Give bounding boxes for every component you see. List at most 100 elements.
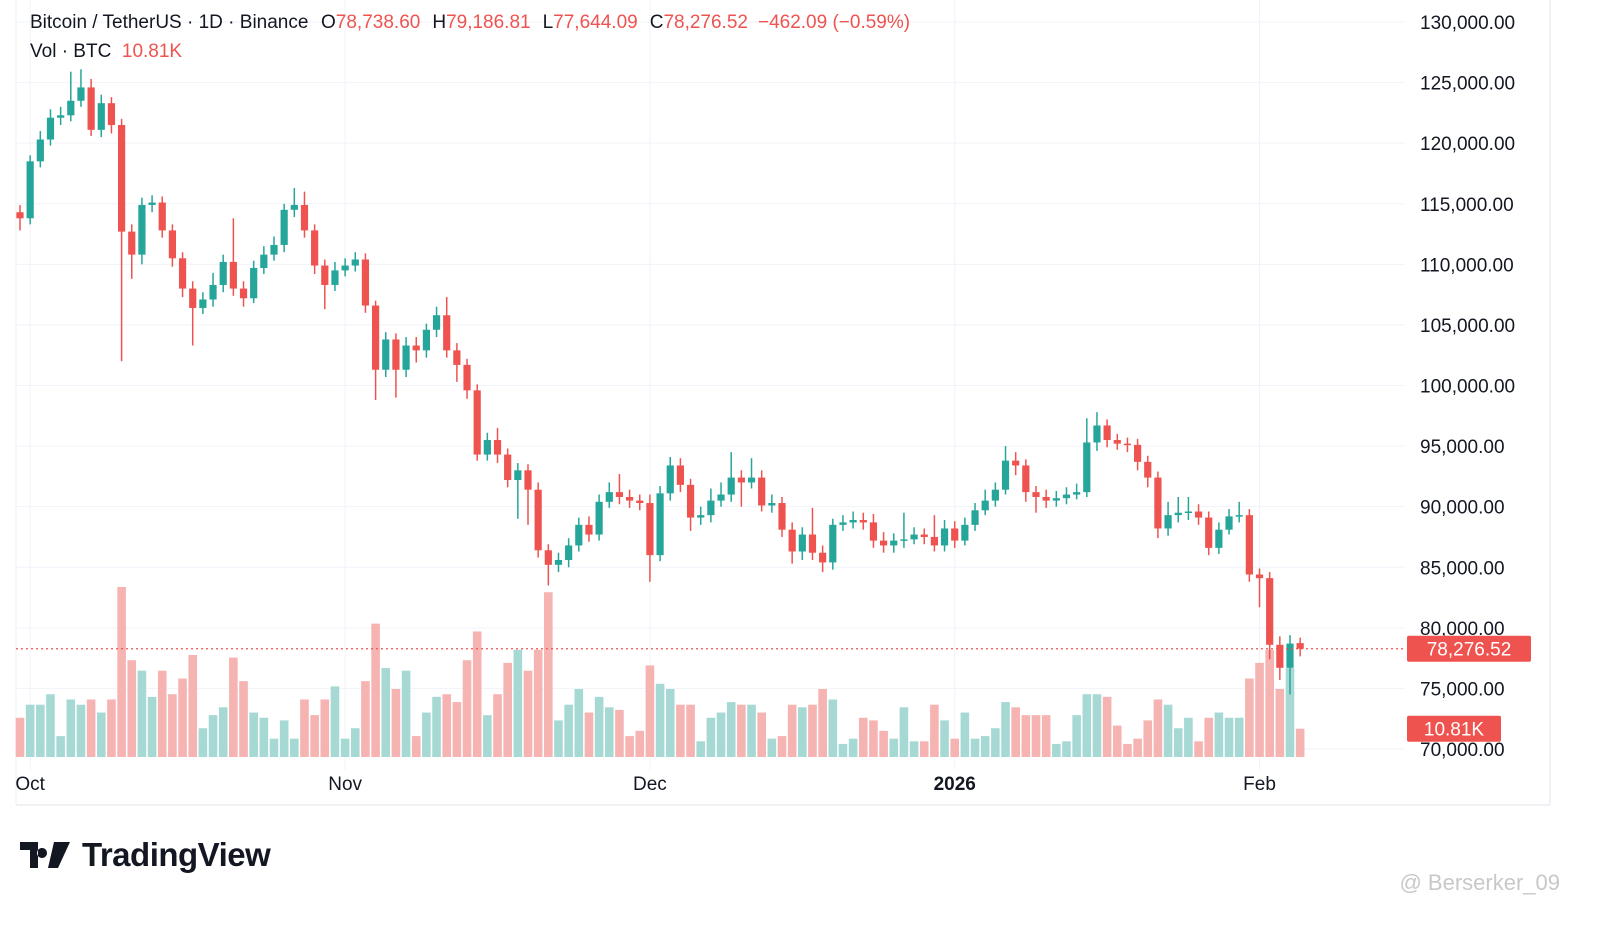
candle-body [940, 528, 949, 546]
volume-bar [1255, 662, 1264, 757]
candle-body [656, 493, 664, 556]
volume-bar [665, 689, 675, 757]
candle-body [1083, 442, 1091, 493]
volume-bar [208, 715, 218, 757]
y-tick-label: 85,000.00 [1420, 558, 1505, 579]
y-tick-label: 125,000.00 [1420, 74, 1515, 95]
candle-body [1073, 492, 1081, 495]
volume-bar [218, 707, 228, 757]
volume-bar [411, 736, 421, 757]
candle-body [412, 345, 420, 351]
candle-body [453, 350, 461, 365]
candle-body [1032, 492, 1040, 497]
volume-bar [330, 686, 340, 757]
volume-bar [36, 704, 45, 757]
candle-body [260, 254, 268, 268]
volume-bar [310, 715, 319, 757]
x-tick-label: Dec [633, 774, 667, 795]
candle-body [422, 329, 430, 351]
candle-body [920, 534, 928, 537]
candle-body [798, 534, 806, 552]
candle-body [1266, 578, 1274, 645]
candle-body [1286, 643, 1294, 668]
volume-bar [117, 587, 126, 757]
candle-body [595, 501, 603, 535]
candle-body [808, 534, 817, 553]
volume-bar [493, 694, 502, 757]
volume-bar [422, 712, 431, 757]
candle-body [67, 100, 75, 116]
candle-body [46, 117, 55, 140]
candle-body [300, 204, 309, 231]
volume-bar [1123, 743, 1132, 757]
volume-bar [991, 728, 1000, 757]
volume-bar [604, 707, 614, 757]
volume-bar [1143, 720, 1153, 757]
x-tick-label: 2026 [934, 774, 976, 795]
candle-body [138, 204, 146, 255]
candle-body [351, 259, 359, 266]
volume-bar [1163, 704, 1173, 757]
c-value: 78,276.52 [663, 12, 748, 33]
volume-bar [574, 689, 584, 757]
volume-bar [483, 715, 492, 757]
candle-body [1052, 498, 1060, 501]
volume-bar [503, 662, 512, 757]
volume-bar [706, 717, 716, 757]
volume-bar [676, 704, 685, 757]
candle-body [880, 540, 888, 546]
volume-bar [1173, 728, 1183, 757]
candle-body [839, 522, 847, 525]
y-tick-label: 120,000.00 [1420, 134, 1515, 155]
candle-body [148, 202, 156, 205]
volume-bar [869, 720, 878, 757]
candle-body [961, 524, 969, 541]
candle-body [118, 124, 126, 232]
volume-bar [46, 694, 55, 757]
candle-body [829, 524, 837, 563]
candle-body [890, 540, 898, 546]
candle-body [77, 87, 85, 101]
volume-tag-label: 10.81K [1424, 720, 1485, 741]
candle-body [311, 230, 319, 266]
candle-body [575, 524, 583, 546]
candle-body [666, 465, 674, 494]
candle-body [341, 265, 349, 271]
volume-bar [645, 665, 655, 757]
candle-body [199, 299, 207, 308]
candle-body [280, 209, 288, 245]
volume-bar [107, 699, 116, 757]
volume-bar [960, 712, 970, 757]
y-tick-label: 115,000.00 [1420, 195, 1514, 216]
h-value: 79,186.81 [446, 12, 531, 33]
volume-bar [350, 728, 360, 757]
candle-body [910, 534, 918, 540]
chart: 130,000.00 125,000.00 120,000.00 115,000.00… [15, 0, 1551, 806]
candle-body [443, 315, 451, 351]
volume-bar [716, 712, 726, 757]
candle-body [747, 477, 756, 483]
candle-body [930, 536, 938, 546]
volume-bar [1234, 717, 1244, 757]
volume-bar [1011, 707, 1020, 757]
candle-body [483, 440, 491, 455]
candle-body [534, 489, 542, 551]
volume-bar [157, 670, 167, 757]
candle-body [1022, 465, 1030, 493]
candle-body [514, 470, 522, 481]
volume-bar [828, 699, 838, 757]
candle-body [544, 550, 552, 565]
candle-body [778, 503, 786, 530]
volume-bar [737, 704, 746, 757]
volume-bar [1021, 715, 1031, 757]
logo-icon [20, 842, 70, 868]
volume-bar [1001, 702, 1010, 757]
candle-body [361, 259, 370, 306]
volume-bar [168, 694, 177, 757]
volume-bar [401, 670, 411, 757]
volume-bar [1092, 694, 1102, 757]
candle-body [189, 288, 197, 308]
candle-body [788, 529, 796, 552]
candle-body [1012, 460, 1020, 466]
candle-body [1123, 443, 1132, 446]
